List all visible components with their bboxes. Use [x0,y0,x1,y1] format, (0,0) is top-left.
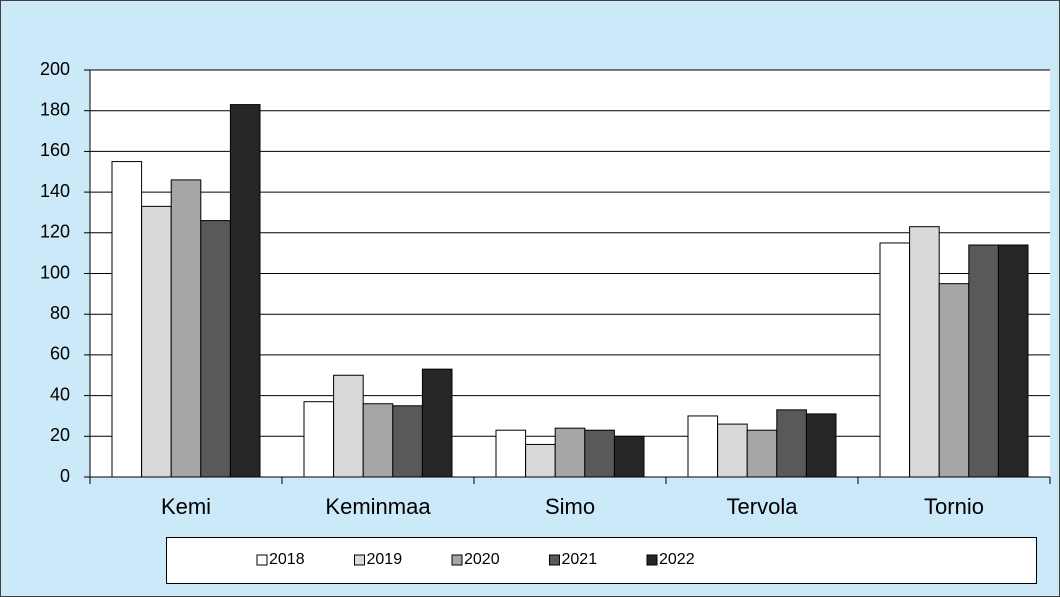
x-tick-label: Kemi [161,494,211,519]
bar [687,415,719,478]
legend-label: 2020 [464,551,500,568]
bar [554,427,586,478]
bar [392,405,423,478]
bar [938,283,970,478]
bar [968,244,999,478]
y-tick-label: 180 [40,99,70,119]
legend-swatch [256,554,268,566]
bar [495,429,527,478]
legend-label: 2019 [367,551,403,568]
bar [141,205,172,478]
bar [111,161,143,478]
y-tick-label: 0 [60,466,70,486]
y-tick-label: 100 [40,262,70,282]
y-tick-label: 20 [50,425,70,445]
bar [362,403,394,478]
x-tick-label: Simo [545,494,595,519]
bar [525,443,556,478]
bar [421,368,453,478]
bar [717,423,748,478]
bar [613,435,645,478]
bar [170,179,202,478]
bar [584,429,615,478]
bar [776,409,807,478]
y-tick-label: 80 [50,303,70,323]
y-tick-label: 40 [50,384,70,404]
legend-swatch [451,554,463,566]
legend-swatch [354,554,365,566]
legend-box [166,537,1037,584]
bar [333,374,364,478]
bar [746,429,778,478]
legend-swatch [549,554,560,566]
y-tick-label: 140 [40,181,70,201]
bar [909,226,940,478]
x-tick-label: Tervola [727,494,799,519]
y-tick-label: 160 [40,140,70,160]
legend-label: 2021 [562,551,598,568]
y-tick-label: 60 [50,344,70,364]
x-tick-label: Tornio [924,494,984,519]
bar [805,413,837,478]
y-tick-label: 200 [40,59,70,79]
bar [303,401,335,478]
legend-label: 2022 [659,551,695,568]
x-tick-label: Keminmaa [325,494,431,519]
y-tick-label: 120 [40,222,70,242]
legend-swatch [646,554,658,566]
legend-label: 2018 [269,551,305,568]
bar [879,242,911,478]
bar [200,220,231,478]
bar [229,104,261,478]
bar [997,244,1029,478]
